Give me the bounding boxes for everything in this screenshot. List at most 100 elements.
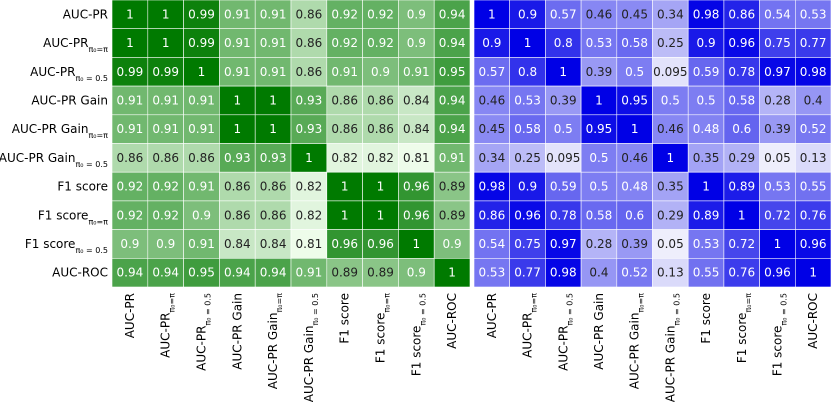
cell-label: 0.9 <box>407 266 426 280</box>
y-tick-label-text: AUC-PR <box>43 36 88 50</box>
cell-label: 0.75 <box>764 36 791 50</box>
cell <box>545 114 582 144</box>
cell-label: 0.86 <box>728 7 755 21</box>
x-tick-label-text: F1 score <box>770 326 784 377</box>
y-tick-label-text: AUC-PR <box>30 65 75 79</box>
cell-label: 0.97 <box>550 237 577 251</box>
cell-label: 1 <box>448 266 456 280</box>
x-tick-label-text: AUC-PR <box>485 293 499 338</box>
x-tick-label-sub: π₀ = 0.5 <box>203 293 212 326</box>
cell <box>794 114 831 144</box>
cell-label: 0.9 <box>156 237 175 251</box>
cell-label: 0.94 <box>117 266 144 280</box>
cell-label: 0.91 <box>296 266 323 280</box>
cell-label: 0.9 <box>697 36 716 50</box>
cell <box>290 28 328 58</box>
cell-label: 0.53 <box>764 180 791 194</box>
cell-label: 0.98 <box>478 180 505 194</box>
cell-label: 0.58 <box>728 93 755 107</box>
y-tick-label: AUC-PR Gainπ₀ = 0.5 <box>0 151 108 169</box>
cell-label: 0.86 <box>152 151 179 165</box>
cell <box>723 28 760 58</box>
cell-label: 0.96 <box>331 237 358 251</box>
cell-label: 0.53 <box>800 7 827 21</box>
y-tick-label-text: AUC-PR Gain <box>12 122 89 136</box>
cell-label: 0.9 <box>443 237 462 251</box>
cell-label: 1 <box>377 180 385 194</box>
cell-label: 0.5 <box>589 180 608 194</box>
x-tick-label: AUC-ROC <box>806 293 820 349</box>
x-tick-label-text: AUC-PR Gain <box>663 326 677 402</box>
cell-label: 0.9 <box>407 36 426 50</box>
y-tick-label-sub: π₀=π <box>88 131 108 140</box>
cell <box>290 229 328 259</box>
cell <box>326 171 363 202</box>
cell <box>326 257 363 288</box>
cell <box>326 0 363 30</box>
cell-label: 1 <box>595 93 603 107</box>
cell <box>687 257 725 288</box>
cell <box>254 257 292 288</box>
cell <box>219 257 256 288</box>
y-tick-label: AUC-PR <box>63 7 108 21</box>
cell-label: 0.99 <box>188 7 215 21</box>
x-tick-label: F1 scoreπ₀=π <box>735 293 753 363</box>
x-tick-label: AUC-PR <box>123 293 137 338</box>
cell <box>473 0 511 30</box>
cell-label: 1 <box>269 122 277 136</box>
cell-label: 0.95 <box>439 65 466 79</box>
cell-label: 0.91 <box>260 36 287 50</box>
cell <box>545 0 582 30</box>
cell-label: 0.5 <box>661 93 680 107</box>
cell-label: 0.48 <box>621 180 648 194</box>
cell-label: 0.96 <box>764 266 791 280</box>
cell <box>111 229 149 259</box>
cell-label: 0.52 <box>800 122 827 136</box>
cell <box>147 28 184 58</box>
x-tick-label: F1 score <box>338 293 352 344</box>
cell <box>509 0 546 30</box>
cell-label: 0.34 <box>478 151 505 165</box>
x-tick-label-text: AUC-PR Gain <box>628 313 642 390</box>
cell-label: 0.96 <box>403 180 430 194</box>
cell <box>616 143 653 173</box>
cell-label: 0.86 <box>331 93 358 107</box>
cell-label: 0.89 <box>367 266 394 280</box>
cell <box>254 0 292 30</box>
cell <box>473 257 511 288</box>
cell <box>147 85 184 116</box>
cell <box>362 200 399 230</box>
cell-label: 0.96 <box>367 237 394 251</box>
cell-label: 1 <box>305 151 313 165</box>
cell-label: 0.91 <box>188 122 215 136</box>
cell-label: 0.91 <box>260 65 287 79</box>
cell-label: 0.9 <box>371 65 390 79</box>
x-tick-label-text: AUC-PR <box>556 326 570 371</box>
cell-label: 0.5 <box>625 65 644 79</box>
cell <box>794 143 831 173</box>
cell <box>652 0 689 30</box>
cell-label: 1 <box>377 208 385 222</box>
cell-label: 0.94 <box>439 122 466 136</box>
cell <box>759 171 796 202</box>
cell-label: 0.9 <box>482 36 501 50</box>
y-tick-label-sub: π₀ = 0.5 <box>75 159 108 168</box>
cell <box>580 229 618 259</box>
cell <box>616 171 653 202</box>
cell <box>254 28 292 58</box>
cell <box>473 171 511 202</box>
cell <box>652 200 689 230</box>
cell-label: 1 <box>809 266 817 280</box>
y-tick-label: AUC-PR Gain <box>31 93 108 107</box>
cell <box>219 85 256 116</box>
cell <box>183 171 220 202</box>
cell <box>687 200 725 230</box>
x-tick-label-text: AUC-PR Gain <box>266 313 280 390</box>
x-tick-label-sub: π₀ = 0.5 <box>565 293 574 326</box>
cell <box>723 229 760 259</box>
cell <box>687 0 725 30</box>
y-tick-label-sub: π₀=π <box>88 45 108 54</box>
cell-label: 0.5 <box>554 122 573 136</box>
cell <box>111 0 149 30</box>
